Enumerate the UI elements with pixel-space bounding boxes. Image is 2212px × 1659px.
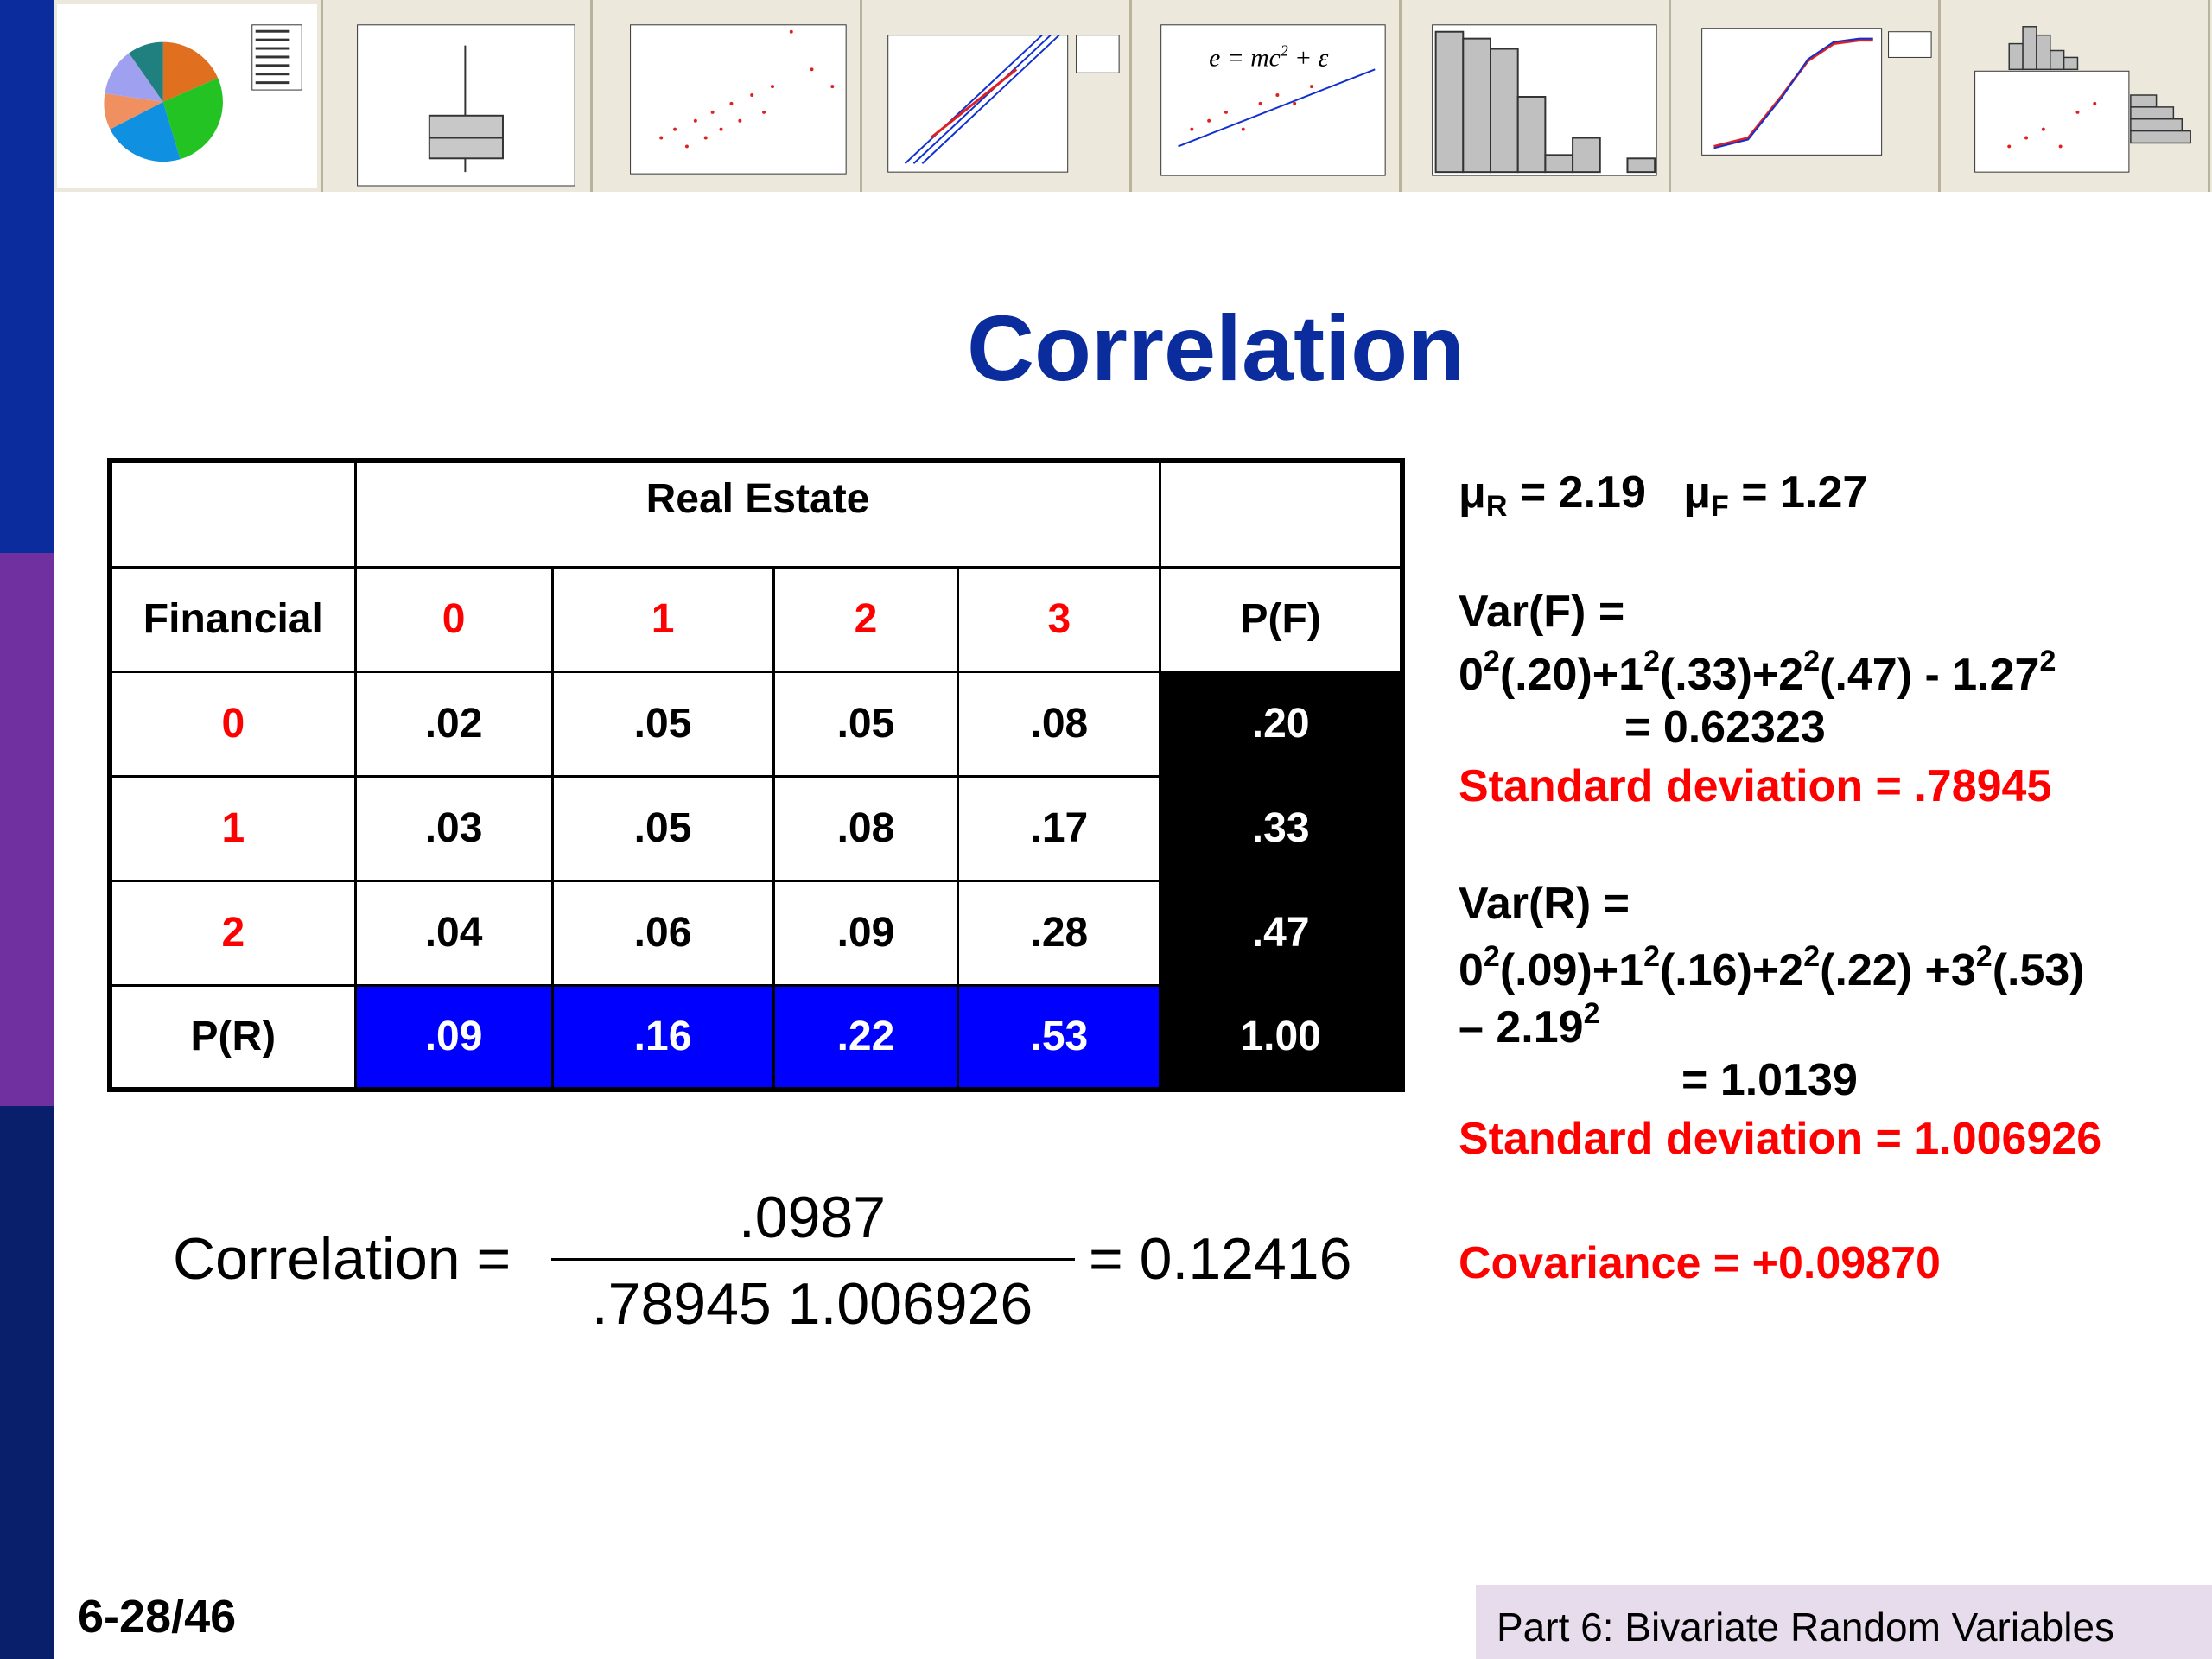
table-cell: .03 [353, 774, 554, 882]
pr-value: .53 [957, 983, 1162, 1091]
table-cell: .08 [957, 670, 1162, 778]
thumbnail-scatterplot [593, 0, 862, 192]
var-r-expression-2: – 2.192 [1459, 997, 1600, 1052]
col-header: 1 [550, 565, 775, 673]
joint-probability-table: Real Estate Financial 0 1 2 3 P(F) 0 .02… [107, 458, 1405, 1092]
table-corner-right [1159, 459, 1404, 569]
table-cell: .05 [550, 774, 775, 882]
sd-f: Standard deviation = .78945 [1459, 761, 2052, 811]
table-cell: .28 [957, 879, 1162, 987]
left-bar-purple [0, 553, 54, 1106]
table-row: 1 .03 .05 .08 .17 .33 [108, 774, 1404, 882]
slide-title: Correlation [966, 296, 1465, 400]
left-bar-blue [0, 0, 54, 553]
pr-value: .16 [550, 983, 775, 1091]
table-cell: .08 [772, 774, 960, 882]
table-row: 2 .04 .06 .09 .28 .47 [108, 879, 1404, 987]
pr-value: .22 [772, 983, 960, 1091]
var-r-result: = 1.0139 [1681, 1055, 1858, 1105]
total-value: 1.00 [1159, 983, 1404, 1091]
pf-value: .47 [1159, 879, 1404, 987]
correlation-numerator: .0987 [738, 1185, 887, 1250]
thumbnail-boxplot [323, 0, 593, 192]
table-cell: .02 [353, 670, 554, 778]
correlation-denominator: .78945 1.006926 [591, 1271, 1033, 1337]
table-cell: .17 [957, 774, 1162, 882]
pr-row: P(R) .09 .16 .22 .53 1.00 [108, 983, 1404, 1091]
col-header: 2 [772, 565, 960, 673]
financial-header: Financial [108, 565, 357, 673]
table-corner-cell [108, 459, 357, 569]
thumbnail-histogram [1402, 0, 1671, 192]
sd-r: Standard deviation = 1.006926 [1459, 1114, 2102, 1164]
var-f-label: Var(F) = [1459, 587, 1625, 637]
thumbnail-formula: e = mc2 + ε [1209, 41, 1329, 72]
var-f-result: = 0.62323 [1624, 702, 1826, 753]
table-row: 0 .02 .05 .05 .08 .20 [108, 670, 1404, 778]
page-number: 6-28/46 [78, 1591, 237, 1643]
pr-value: .09 [353, 983, 554, 1091]
left-accent-bar [0, 0, 54, 1659]
table-cell: .06 [550, 879, 775, 987]
correlation-label: Correlation = [173, 1226, 512, 1292]
correlation-result: = 0.12416 [1089, 1226, 1352, 1292]
real-estate-header: Real Estate [353, 459, 1162, 569]
table-cell: .09 [772, 879, 960, 987]
thumbnail-regression-scatterplot: e = mc2 + ε [1132, 0, 1402, 192]
thumbnail-strip: e = mc2 + ε [54, 0, 2212, 192]
col-header: 3 [957, 565, 1162, 673]
var-r-label: Var(R) = [1459, 879, 1630, 929]
thumbnail-empirical-cdf [1671, 0, 1941, 192]
row-label: 1 [108, 774, 357, 882]
row-label: 0 [108, 670, 357, 778]
fraction-bar [551, 1258, 1075, 1261]
pf-value: .20 [1159, 670, 1404, 778]
var-r-expression: 02(.09)+12(.16)+22(.22) +32(.53) [1459, 940, 2085, 995]
pf-value: .33 [1159, 774, 1404, 882]
pf-header: P(F) [1159, 565, 1404, 673]
thumbnail-marginal-plot [1941, 0, 2210, 192]
footer-section-title: Part 6: Bivariate Random Variables [1476, 1585, 2212, 1659]
col-header: 0 [353, 565, 554, 673]
thumbnail-pie-chart [54, 0, 323, 192]
pr-label: P(R) [108, 983, 357, 1091]
covariance: Covariance = +0.09870 [1459, 1238, 1941, 1288]
table-cell: .04 [353, 879, 554, 987]
table-cell: .05 [772, 670, 960, 778]
table-cell: .05 [550, 670, 775, 778]
left-bar-navy [0, 1106, 54, 1659]
means-line: μR = 2.19 μF = 1.27 [1459, 467, 1868, 523]
var-f-expression: 02(.20)+12(.33)+22(.47) - 1.272 [1459, 645, 2056, 700]
row-label: 2 [108, 879, 357, 987]
thumbnail-probability-plot [862, 0, 1132, 192]
